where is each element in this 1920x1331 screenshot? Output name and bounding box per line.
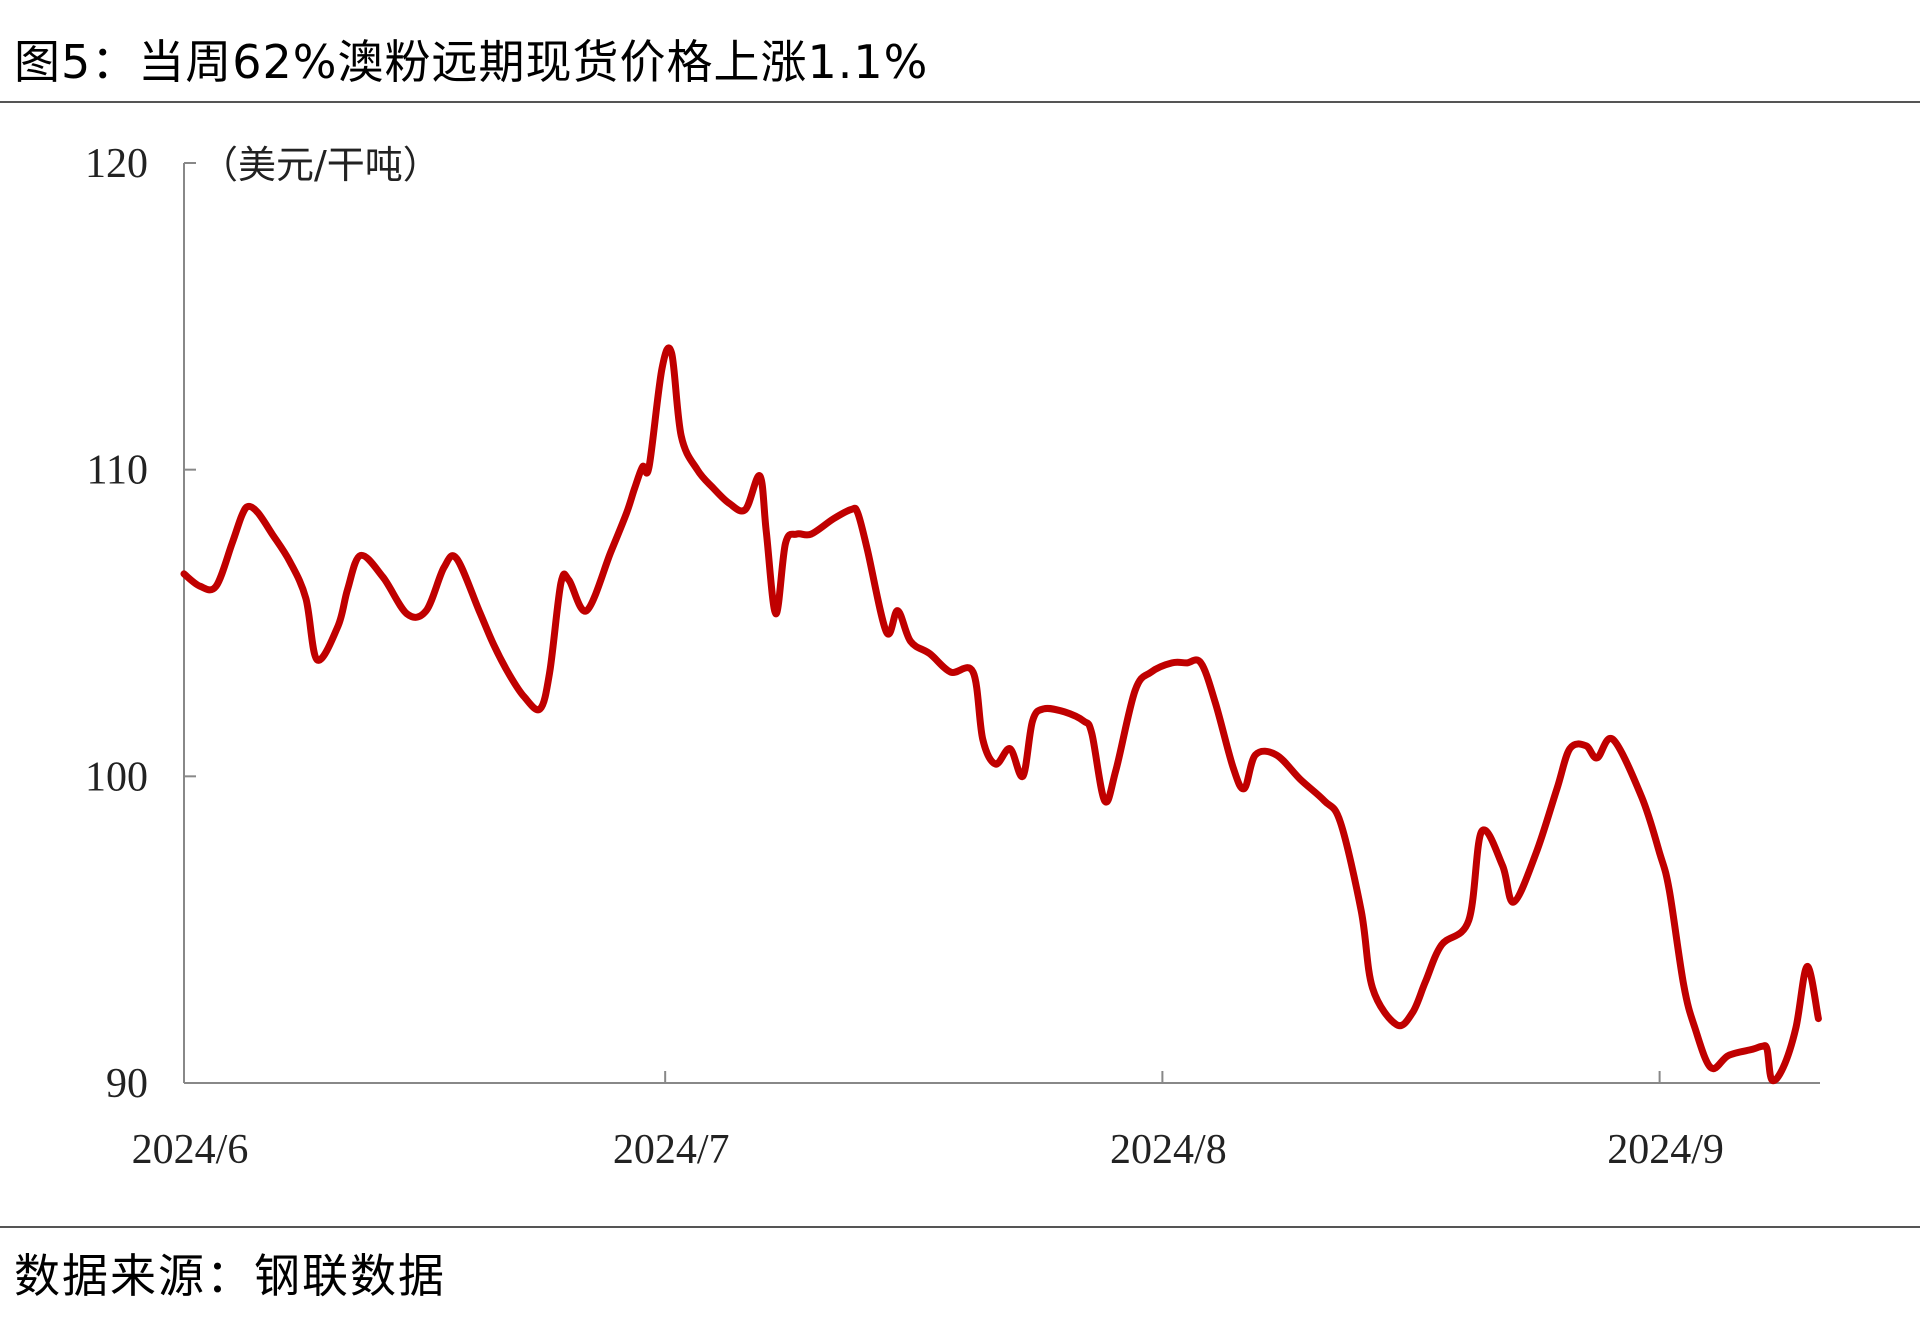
source-divider <box>0 1226 1920 1228</box>
y-tick-label: 100 <box>85 754 148 800</box>
y-axis-ticks: 90 100 110 120 <box>85 141 196 1107</box>
title-divider <box>0 101 1920 103</box>
y-tick-label: 110 <box>87 448 148 494</box>
x-tick-label: 2024/8 <box>1110 1127 1227 1173</box>
x-axis-ticks: 2024/6 2024/7 2024/8 2024/9 <box>132 1071 1724 1173</box>
x-tick-label: 2024/7 <box>613 1127 730 1173</box>
x-tick-label: 2024/9 <box>1607 1127 1724 1173</box>
y-tick-label: 90 <box>106 1061 148 1107</box>
chart-axes <box>183 163 1820 1084</box>
x-tick-label: 2024/6 <box>132 1127 249 1173</box>
chart-series <box>180 344 1822 1085</box>
data-source-note: 数据来源：钢联数据 <box>14 1249 446 1303</box>
price-series-line <box>180 344 1822 1085</box>
y-axis-unit-label: （美元/干吨） <box>200 143 441 187</box>
figure-title: 图5：当周62%澳粉远期现货价格上涨1.1% <box>14 35 929 89</box>
y-tick-label: 120 <box>85 141 148 187</box>
